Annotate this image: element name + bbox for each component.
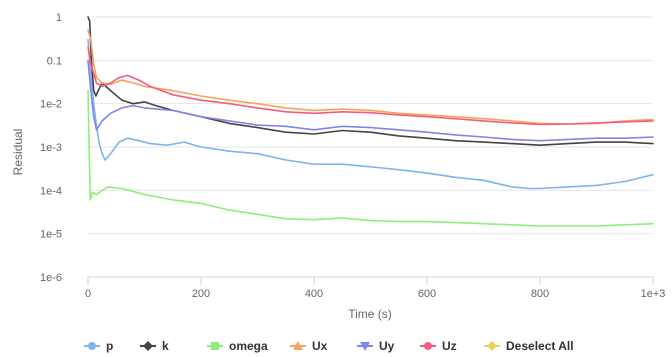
y-tick-label: 1e-6 [40, 272, 62, 284]
y-tick-label: 1e-2 [40, 99, 62, 111]
x-tick-label: 1e+3 [641, 288, 666, 300]
legend-item-ux[interactable]: Ux [290, 339, 327, 353]
legend-item-uz[interactable]: Uz [420, 339, 457, 353]
series-line-uy[interactable] [87, 59, 654, 142]
legend-item-label: Ux [312, 339, 328, 353]
legend-item-p[interactable]: p [84, 339, 113, 353]
x-axis-ticks: 0 200 400 600 800 1e+3 [85, 276, 666, 300]
legend-symbol-icon [420, 342, 436, 350]
y-tick-label: 1e-5 [40, 229, 62, 241]
y-axis-ticks: 1 0.1 1e-2 1e-3 1e-4 1e-5 1e-6 [40, 12, 62, 284]
y-tick-label: 1e-3 [40, 142, 62, 154]
y-tick-label: 1e-4 [40, 185, 62, 197]
legend-item-label: omega [229, 339, 268, 353]
y-axis-title: Residual [11, 129, 25, 176]
y-tick-label: 1 [56, 12, 62, 24]
series-line-p[interactable] [87, 38, 654, 190]
legend-item-omega[interactable]: omega [207, 339, 268, 353]
legend-item-deselect-all[interactable]: Deselect All [484, 339, 574, 353]
legend-symbol-icon [290, 341, 306, 350]
series-line-omega[interactable] [87, 89, 654, 227]
legend-item-uy[interactable]: Uy [357, 339, 394, 353]
y-tick-label: 0.1 [47, 55, 62, 67]
series-lines [87, 16, 654, 227]
x-tick-label: 400 [305, 288, 323, 300]
legend-symbol-icon [140, 341, 156, 351]
residual-chart: 1 0.1 1e-2 1e-3 1e-4 1e-5 1e-6 0 200 400 600 800 1e… [11, 12, 666, 321]
legend-item-label: p [106, 339, 114, 353]
x-axis-title: Time (s) [348, 307, 392, 321]
x-tick-label: 200 [192, 288, 210, 300]
x-tick-label: 600 [418, 288, 436, 300]
legend-symbol-icon [357, 342, 373, 351]
legend-symbol-icon [207, 342, 223, 350]
series-line-ux[interactable] [87, 29, 654, 125]
grid-lines [88, 16, 653, 278]
legend-item-label: Uz [442, 339, 457, 353]
x-tick-label: 800 [531, 288, 549, 300]
legend-symbol-icon [84, 342, 100, 350]
chart-legend: p k omega Ux Uy Uz Deselect All [0, 335, 672, 357]
legend-item-k[interactable]: k [140, 339, 169, 353]
series-line-uz[interactable] [87, 46, 654, 126]
legend-item-label: Uy [379, 339, 395, 353]
series-line-k[interactable] [87, 16, 654, 146]
legend-symbol-icon [484, 341, 500, 351]
x-tick-label: 0 [85, 288, 91, 300]
legend-item-label: Deselect All [506, 339, 574, 353]
legend-item-label: k [162, 339, 169, 353]
